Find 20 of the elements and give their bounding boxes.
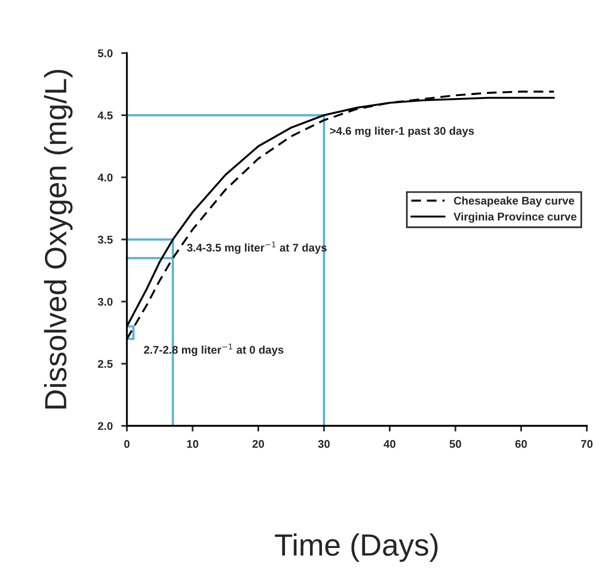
- x-tick-label: 30: [318, 440, 330, 448]
- x-tick-label: 0: [124, 440, 130, 448]
- y-tick-label: 2.0: [98, 422, 113, 430]
- x-tick-label: 70: [581, 440, 593, 448]
- x-tick-label: 20: [252, 440, 264, 448]
- x-axis-title: Time (Days): [274, 533, 438, 562]
- y-axis-title: Dissolved Oxygen (mg/L): [44, 70, 73, 408]
- legend-label: Chesapeake Bay curve: [454, 196, 574, 207]
- y-tick-label: 4.0: [98, 174, 113, 182]
- annotation: >4.6 mg liter-1 past 30 days: [330, 126, 474, 138]
- y-tick-label: 3.0: [98, 298, 113, 306]
- x-tick-label: 60: [515, 440, 527, 448]
- x-tick-label: 50: [450, 440, 462, 448]
- y-tick-label: 3.5: [98, 236, 113, 244]
- legend-label: Virginia Province curve: [454, 212, 576, 223]
- x-tick-label: 10: [187, 440, 198, 448]
- y-tick-label: 4.5: [98, 112, 113, 120]
- y-tick-label: 5.0: [98, 49, 113, 58]
- x-tick-label: 40: [384, 440, 396, 448]
- y-tick-label: 2.5: [98, 360, 113, 368]
